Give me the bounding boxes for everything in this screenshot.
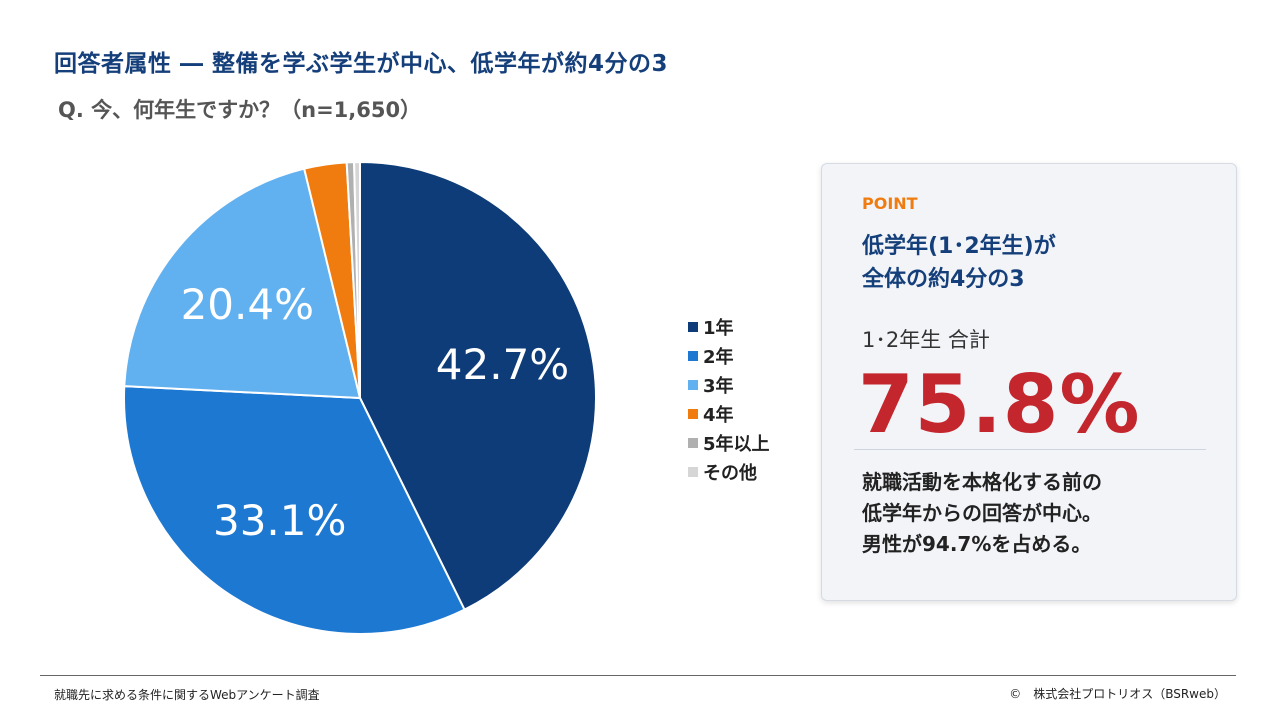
legend-swatch bbox=[688, 466, 698, 477]
legend-label: 5年以上 bbox=[703, 433, 770, 455]
legend-item-3: 3年 bbox=[688, 370, 770, 399]
pie-slice-6 bbox=[353, 160, 361, 399]
legend-label: 1年 bbox=[703, 317, 734, 339]
slice-value-label-1: 42.7% bbox=[436, 340, 569, 389]
chart-legend: 1年 2年 3年 4年 5年以上その他 bbox=[688, 312, 770, 486]
pie-slice-2 bbox=[123, 385, 466, 635]
legend-label: 2年 bbox=[703, 346, 734, 368]
total-value: 75.8% bbox=[858, 358, 1141, 451]
legend-swatch bbox=[688, 408, 698, 419]
pie-slice-3 bbox=[123, 167, 362, 400]
legend-label: 4年 bbox=[703, 404, 734, 426]
pie-chart: 42.7% 33.1% 20.4% bbox=[123, 160, 597, 635]
copyright: © 株式会社プロトリオス（BSRweb） bbox=[1009, 687, 1226, 701]
legend-item-1: 1年 bbox=[688, 312, 770, 341]
point-headline: 低学年(1･2年生)が 全体の約4分の3 bbox=[862, 234, 1056, 292]
point-description: 就職活動を本格化する前の 低学年からの回答が中心。 男性が94.7%を占める。 bbox=[862, 470, 1102, 556]
legend-swatch bbox=[688, 321, 698, 332]
pie-slice-1 bbox=[359, 160, 597, 611]
legend-item-6: その他 bbox=[688, 457, 770, 486]
legend-label: 3年 bbox=[703, 375, 734, 397]
slice-value-label-2: 33.1% bbox=[213, 496, 346, 545]
legend-swatch bbox=[688, 437, 698, 448]
question-text: Q. 今、何年生ですか？（n=1,650） bbox=[58, 98, 422, 122]
legend-swatch bbox=[688, 350, 698, 361]
legend-swatch bbox=[688, 379, 698, 390]
legend-item-2: 2年 bbox=[688, 341, 770, 370]
survey-source: 就職先に求める条件に関するWebアンケート調査 bbox=[54, 688, 320, 702]
legend-item-4: 4年 bbox=[688, 399, 770, 428]
legend-item-5: 5年以上 bbox=[688, 428, 770, 457]
point-label: POINT bbox=[862, 194, 918, 213]
point-panel: POINT 低学年(1･2年生)が 全体の約4分の3 1･2年生 合計 75.8%… bbox=[821, 163, 1237, 601]
page-title: 回答者属性 ― 整備を学ぶ学生が中心、低学年が約4分の3 bbox=[54, 51, 669, 77]
total-label: 1･2年生 合計 bbox=[862, 328, 990, 352]
panel-divider bbox=[854, 449, 1206, 450]
slice-value-label-3: 20.4% bbox=[181, 280, 314, 329]
footer-divider bbox=[40, 675, 1236, 676]
legend-label: その他 bbox=[703, 462, 757, 484]
